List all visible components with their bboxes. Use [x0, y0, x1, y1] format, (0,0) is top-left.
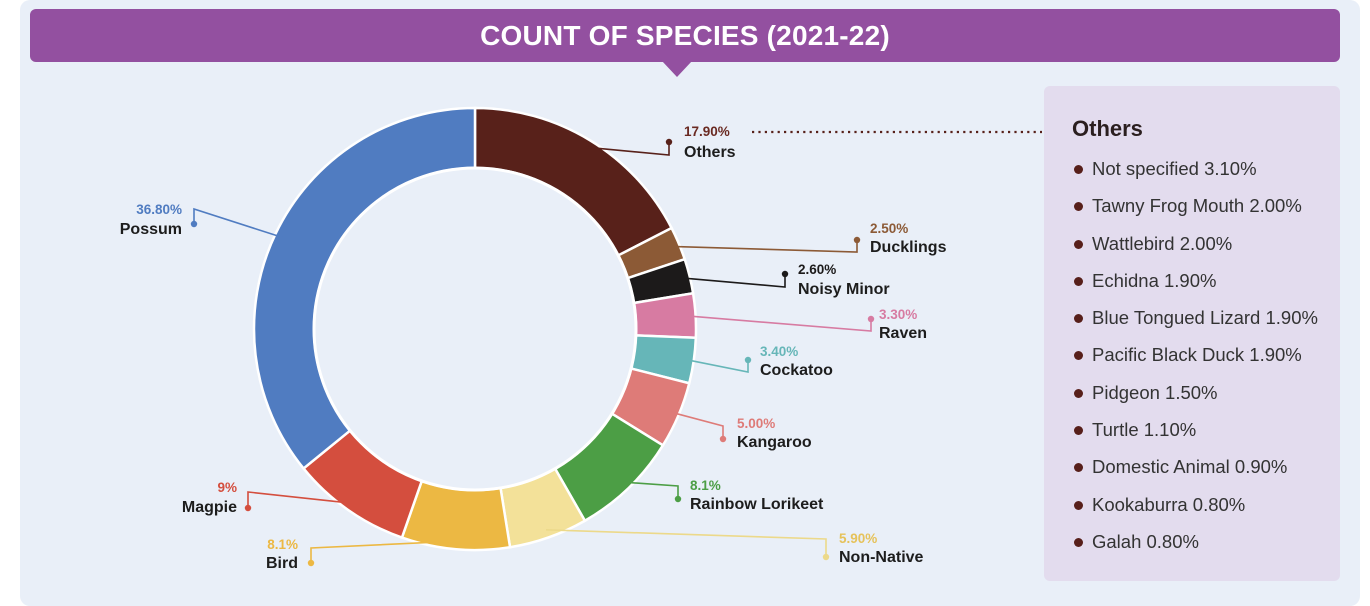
bullet-icon: [1074, 388, 1083, 398]
category-label-rainbow-lorikeet: Rainbow Lorikeet: [690, 496, 824, 513]
others-item: Echidna 1.90%: [1074, 266, 1318, 303]
others-item-label: Kookaburra 0.80%: [1092, 493, 1246, 515]
others-item-label: Pacific Black Duck 1.90%: [1092, 344, 1302, 366]
others-item: Not specified 3.10%: [1074, 154, 1318, 191]
leader-line-ducklings: [671, 240, 858, 253]
bullet-icon: [1074, 500, 1083, 510]
leader-dot-others: [665, 138, 673, 146]
leader-dot-noisy-minor: [781, 270, 789, 278]
data-label-cockatoo: 3.40%: [760, 344, 798, 359]
leader-dot-magpie: [244, 504, 252, 512]
others-breakdown-list: Not specified 3.10% Tawny Frog Mouth 2.0…: [1074, 154, 1318, 564]
slice-others: [473, 106, 674, 258]
chart-title: COUNT OF SPECIES (2021-22): [30, 9, 1340, 62]
others-item-label: Not specified 3.10%: [1092, 158, 1257, 179]
category-label-others: Others: [684, 144, 736, 161]
data-label-kangaroo: 5.00%: [737, 416, 775, 431]
others-item-label: Turtle 1.10%: [1092, 419, 1197, 441]
leader-line-non-native: [545, 529, 827, 557]
leader-line-bird: [310, 540, 457, 563]
others-item: Turtle 1.10%: [1074, 415, 1318, 452]
others-item-label: Pidgeon 1.50%: [1092, 381, 1218, 403]
leader-line-magpie: [247, 491, 353, 508]
bullet-icon: [1074, 351, 1083, 361]
others-breakdown-title: Others: [1072, 116, 1143, 141]
donut-inner-border: [312, 166, 638, 492]
category-label-kangaroo: Kangaroo: [737, 434, 812, 451]
others-item-label: Galah 0.80%: [1092, 530, 1199, 552]
others-breakdown-panel: Others Not specified 3.10% Tawny Frog Mo…: [1044, 86, 1340, 581]
leader-dot-kangaroo: [719, 435, 727, 443]
leader-line-kangaroo: [670, 411, 724, 439]
slice-possum: [252, 106, 477, 471]
bullet-icon: [1074, 314, 1083, 324]
others-item: Pacific Black Duck 1.90%: [1074, 340, 1318, 377]
data-label-others: 17.90%: [684, 124, 730, 139]
category-label-cockatoo: Cockatoo: [760, 362, 833, 379]
data-label-bird: 8.1%: [267, 537, 298, 552]
others-item: Pidgeon 1.50%: [1074, 378, 1318, 415]
leader-line-raven: [687, 315, 872, 332]
bullet-icon: [1074, 239, 1083, 249]
others-item: Tawny Frog Mouth 2.00%: [1074, 191, 1318, 228]
data-label-possum: 36.80%: [136, 202, 182, 217]
bullet-icon: [1074, 165, 1083, 174]
data-label-ducklings: 2.50%: [870, 221, 908, 236]
leader-dot-rainbow-lorikeet: [674, 495, 682, 503]
category-label-raven: Raven: [879, 325, 927, 342]
leader-dot-bird: [307, 559, 315, 567]
others-item-label: Wattlebird 2.00%: [1092, 232, 1233, 254]
others-item: Domestic Animal 0.90%: [1074, 452, 1318, 489]
title-pointer: [662, 61, 692, 77]
leader-line-rainbow-lorikeet: [622, 481, 679, 499]
others-item-label: Blue Tongued Lizard 1.90%: [1092, 307, 1318, 329]
data-label-noisy-minor: 2.60%: [798, 262, 836, 277]
data-label-raven: 3.30%: [879, 307, 917, 322]
leader-line-cockatoo: [685, 358, 749, 373]
others-item: Blue Tongued Lizard 1.90%: [1074, 303, 1318, 340]
category-label-bird: Bird: [266, 555, 298, 572]
others-item: Galah 0.80%: [1074, 527, 1318, 564]
data-label-rainbow-lorikeet: 8.1%: [690, 478, 721, 493]
category-label-noisy-minor: Noisy Minor: [798, 281, 890, 298]
leader-dot-cockatoo: [744, 356, 752, 364]
leader-dot-possum: [190, 220, 198, 228]
category-label-magpie: Magpie: [182, 499, 237, 516]
data-label-magpie: 9%: [217, 480, 237, 495]
bullet-icon: [1074, 426, 1083, 436]
leader-dot-non-native: [822, 553, 830, 561]
others-item: Kookaburra 0.80%: [1074, 490, 1318, 527]
data-label-non-native: 5.90%: [839, 531, 877, 546]
others-item-label: Echidna 1.90%: [1092, 269, 1217, 291]
category-label-possum: Possum: [120, 221, 182, 238]
bullet-icon: [1074, 202, 1083, 212]
leader-line-possum: [193, 207, 283, 239]
others-item: Wattlebird 2.00%: [1074, 229, 1318, 266]
category-label-non-native: Non-Native: [839, 549, 924, 566]
category-label-ducklings: Ducklings: [870, 239, 947, 256]
leader-line-others: [585, 142, 670, 156]
bullet-icon: [1074, 537, 1083, 547]
bullet-icon: [1074, 463, 1083, 473]
leader-line-noisy-minor: [681, 274, 786, 288]
leader-dot-raven: [867, 315, 875, 323]
others-item-label: Domestic Animal 0.90%: [1092, 456, 1288, 478]
bullet-icon: [1074, 276, 1083, 286]
leader-dot-ducklings: [853, 236, 861, 244]
others-item-label: Tawny Frog Mouth 2.00%: [1092, 195, 1302, 217]
